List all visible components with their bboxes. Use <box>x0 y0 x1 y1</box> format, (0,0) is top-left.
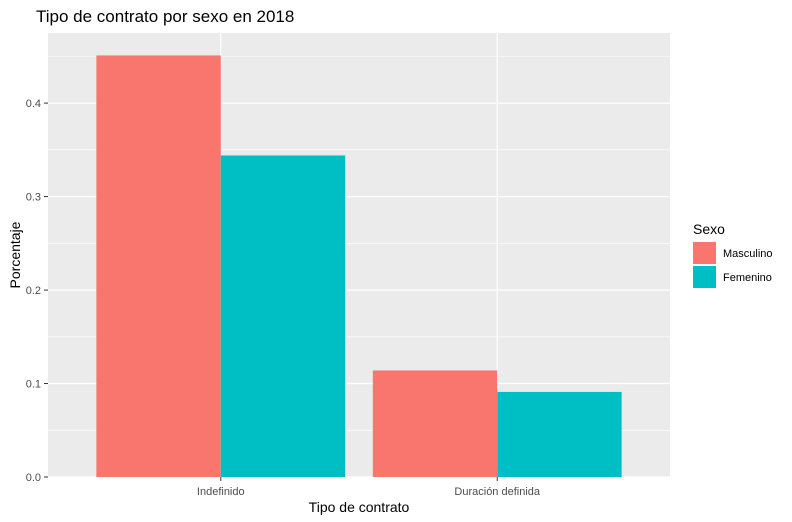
plot-panel <box>48 33 670 478</box>
bar-masculino-0 <box>96 55 221 477</box>
y-axis-title: Porcentaje <box>7 221 23 288</box>
bars <box>96 55 622 477</box>
y-tick-label: 0.4 <box>26 98 41 110</box>
legend-title: Sexo <box>693 221 725 237</box>
x-axis-ticks: Indefinido Duración definida <box>197 477 541 498</box>
y-axis-ticks: 0.0 0.1 0.2 0.3 0.4 <box>26 98 48 484</box>
y-tick-label: 0.3 <box>26 192 41 204</box>
x-tick-label: Duración definida <box>454 486 540 498</box>
y-tick-label: 0.1 <box>26 379 41 391</box>
legend-label-masculino: Masculino <box>723 248 773 260</box>
chart-title: Tipo de contrato por sexo en 2018 <box>36 7 294 26</box>
bar-femenino-0 <box>220 155 346 477</box>
legend-key-femenino <box>693 266 716 288</box>
legend-label-femenino: Femenino <box>723 272 772 284</box>
y-tick-label: 0.0 <box>26 472 41 484</box>
bar-masculino-1 <box>372 370 498 477</box>
bar-femenino-1 <box>497 391 622 477</box>
x-axis-title: Tipo de contrato <box>309 499 410 515</box>
y-tick-label: 0.2 <box>26 285 41 297</box>
x-tick-label: Indefinido <box>197 486 245 498</box>
legend: Sexo Masculino Femenino <box>693 221 773 288</box>
legend-key-masculino <box>693 242 716 264</box>
